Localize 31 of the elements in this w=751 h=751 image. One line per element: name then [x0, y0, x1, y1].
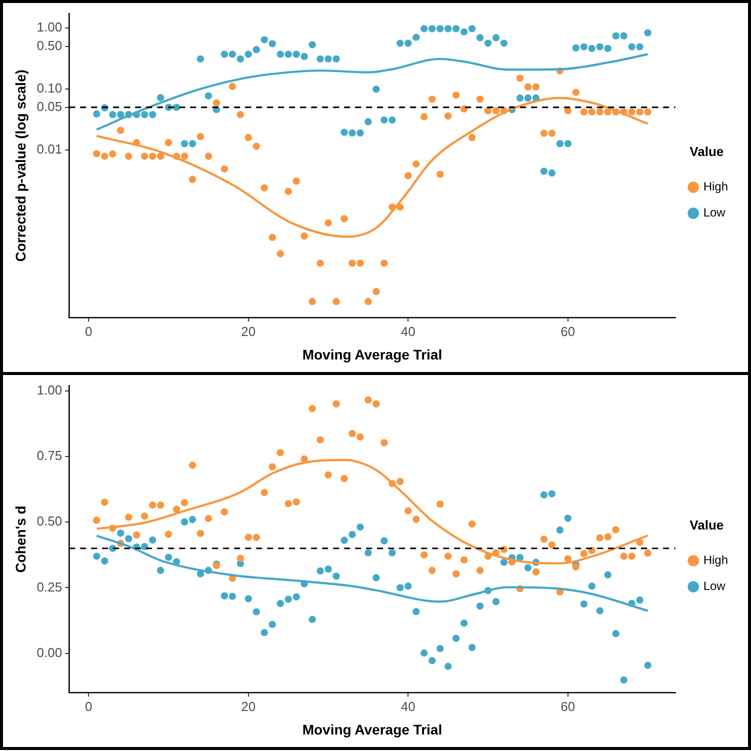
x-tick-label: 60	[560, 698, 576, 714]
x-tick-label: 40	[400, 324, 416, 339]
y-tick-label: 0.75	[36, 448, 62, 464]
y-axis-title: Corrected p-value (log scale)	[12, 70, 28, 262]
x-axis-title: Moving Average Trial	[302, 721, 442, 738]
y-tick-label: 0.10	[36, 80, 62, 96]
line-series	[96, 53, 649, 131]
x-tick-label: 0	[85, 324, 92, 339]
x-tick-label: 20	[241, 324, 256, 339]
x-tick-label: 60	[560, 324, 576, 339]
legend-title: Value	[690, 517, 724, 532]
y-tick-label: 1.00	[36, 19, 62, 34]
line-series	[96, 534, 649, 612]
y-tick-label: 0.25	[36, 579, 62, 594]
legend-label: Low	[703, 579, 726, 594]
y-axis-title: Cohen's d	[12, 506, 28, 573]
legend-title: Value	[690, 144, 724, 159]
y-tick-label: 0.50	[36, 514, 62, 529]
x-tick-label: 40	[400, 698, 416, 714]
legend-label: Low	[703, 206, 726, 220]
line-series	[96, 96, 649, 238]
legend-label: High	[703, 553, 728, 568]
legend-label: High	[703, 180, 728, 194]
x-tick-label: 20	[241, 698, 256, 714]
y-tick-label: 0.50	[36, 38, 62, 53]
x-axis-title: Moving Average Trial	[302, 346, 442, 362]
y-tick-label: 0.00	[36, 644, 62, 660]
y-tick-label: 0.05	[36, 98, 62, 114]
x-tick-label: 0	[85, 698, 92, 714]
y-tick-label: 1.00	[36, 382, 62, 398]
y-tick-label: 0.01	[36, 142, 62, 157]
